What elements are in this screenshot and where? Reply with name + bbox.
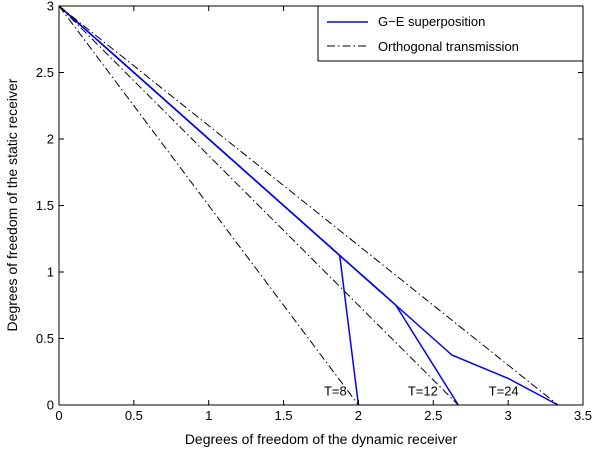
x-tick-label: 1 <box>205 408 212 423</box>
annotation-label: T=24 <box>489 384 519 399</box>
annotation-label: T=8 <box>324 384 347 399</box>
y-tick-label: 2.5 <box>36 65 54 80</box>
annotations-layer: T=8 T=12 T=24 <box>324 384 519 399</box>
orthogonal-transmission-line-2 <box>58 5 559 406</box>
legend-label-orthogonal: Orthogonal transmission <box>378 39 519 54</box>
legend: G−E superposition Orthogonal transmissio… <box>317 5 584 62</box>
legend-box <box>317 5 584 62</box>
x-tick-label: 3.5 <box>574 408 592 423</box>
series-layer <box>58 5 559 406</box>
y-tick-label: 0 <box>47 398 54 413</box>
x-tick-label: 0.5 <box>125 408 143 423</box>
x-tick-label: 1.5 <box>275 408 293 423</box>
y-tick-label: 0.5 <box>36 331 54 346</box>
plot-area <box>59 6 583 405</box>
x-tick-label: 3 <box>505 408 512 423</box>
ge-superposition-line-2 <box>58 5 559 406</box>
y-tick-label: 2 <box>47 132 54 147</box>
y-tick-label: 1.5 <box>36 198 54 213</box>
orthogonal-transmission-line-0 <box>58 5 359 406</box>
annotation-label: T=12 <box>408 384 438 399</box>
orthogonal-transmission-line-1 <box>58 5 459 406</box>
x-axis-label: Degrees of freedom of the dynamic receiv… <box>185 431 458 447</box>
legend-label-ge: G−E superposition <box>378 14 485 29</box>
y-tick-label: 3 <box>47 0 54 14</box>
x-tick-label: 2 <box>355 408 362 423</box>
ticks-layer: 0 0.5 1 1.5 2 2.5 3 3.5 0 0.5 1 1.5 2 2.5 3 <box>36 0 592 423</box>
y-tick-label: 1 <box>47 265 54 280</box>
x-tick-label: 2.5 <box>424 408 442 423</box>
x-tick-label: 0 <box>55 408 62 423</box>
y-axis-label: Degrees of freedom of the static receive… <box>4 78 20 331</box>
